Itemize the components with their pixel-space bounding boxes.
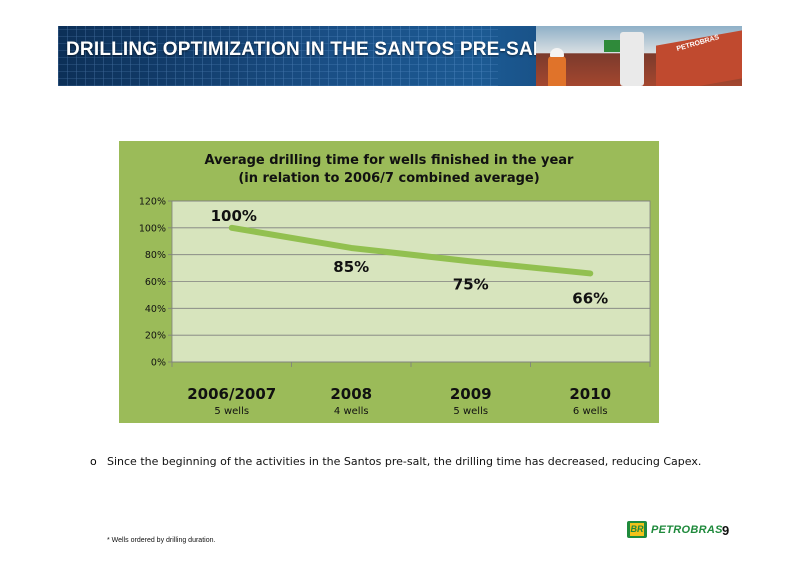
y-tick-label: 100% [139,223,166,234]
data-point [469,259,473,263]
data-point [349,246,353,250]
chart-title-line2: (in relation to 2006/7 combined average) [238,171,540,186]
footnote: * Wells ordered by drilling duration. [107,537,216,544]
bullet-text: Since the beginning of the activities in… [107,455,702,468]
bullet-marker: o [90,455,97,468]
logo-wordmark: PETROBRAS [651,524,723,536]
data-point [230,226,234,230]
helmet-shape [550,48,564,57]
y-tick-label: 80% [145,250,166,261]
chart-title-line1: Average drilling time for wells finished… [204,153,574,168]
x-sublabel: 5 wells [214,406,249,417]
y-tick-label: 40% [145,304,166,315]
data-label: 85% [333,258,369,276]
data-label: 66% [572,289,608,307]
banner-pattern [58,26,498,86]
data-label: 100% [211,207,257,225]
data-point [588,271,592,275]
x-category-label: 2009 [450,385,492,403]
worker-figure [548,56,566,86]
y-tick-label: 60% [145,277,166,288]
series-line [228,224,594,277]
chart-container: Average drilling time for wells finished… [119,141,659,423]
header-photo: PETROBRAS [536,26,742,86]
header-banner: DRILLING OPTIMIZATION IN THE SANTOS PRE-… [58,26,742,86]
petrobras-logo: BR PETROBRAS [627,521,722,539]
y-tick-label: 0% [151,358,166,369]
data-label: 75% [453,275,489,293]
tank-shape [620,32,644,86]
y-tick-label: 20% [145,331,166,342]
x-sublabel: 6 wells [573,406,608,417]
x-category-label: 2006/2007 [187,385,276,403]
x-category-label: 2010 [569,385,611,403]
logo-mark-text: BR [630,523,644,536]
y-tick-label: 120% [139,197,166,208]
x-sublabel: 4 wells [334,406,369,417]
br-sign [604,40,620,52]
slide-title: DRILLING OPTIMIZATION IN THE SANTOS PRE-… [66,39,556,60]
page-number: 9 [722,523,730,538]
chart-plot: 0% 20% 40% 60% 80% 100% 120% 2006/2007 5 wells 20… [139,197,651,417]
x-sublabel: 5 wells [453,406,488,417]
br-logo-icon: BR [627,521,647,538]
x-category-label: 2008 [330,385,372,403]
